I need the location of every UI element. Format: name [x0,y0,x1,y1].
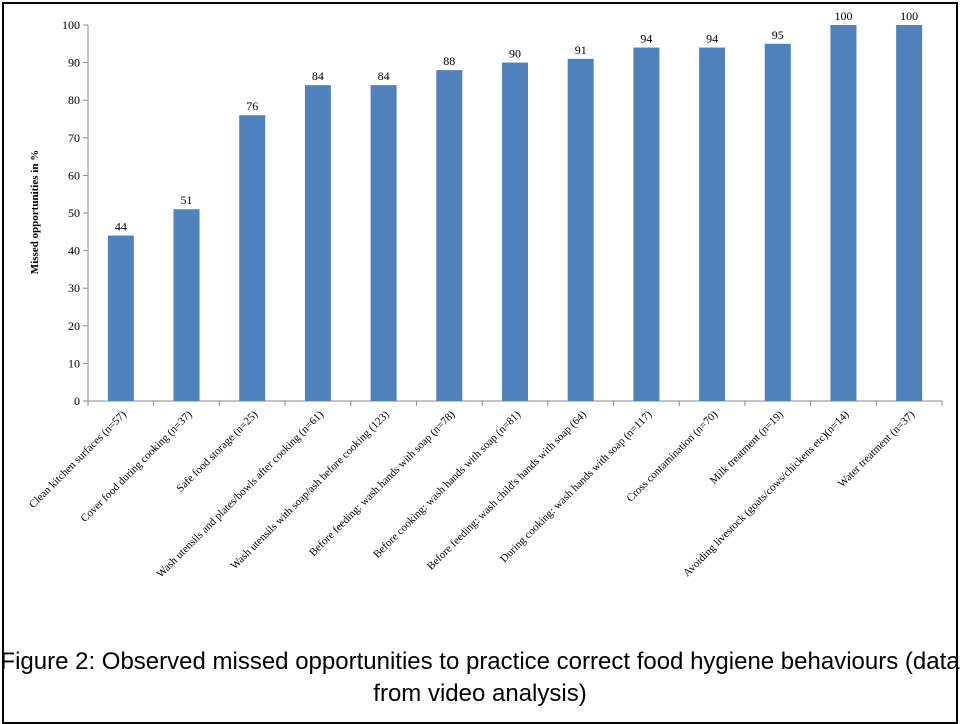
data-label: 95 [772,28,784,42]
bar [370,85,397,401]
y-axis: 0 10 20 30 40 50 60 70 80 90 100 [62,18,89,408]
data-label: 90 [509,47,521,61]
data-label: 100 [834,9,852,23]
bar [502,62,528,401]
data-labels: 44 51 76 84 84 88 90 91 94 94 95 100 100 [115,9,918,234]
data-label: 84 [378,69,390,83]
y-tick-label: 80 [68,93,80,107]
y-tick-label: 50 [68,206,80,220]
y-tick-label: 100 [62,18,80,32]
y-tick-label: 30 [68,281,80,295]
bar [304,85,331,401]
y-tick-label: 70 [68,131,80,145]
data-label: 91 [575,43,587,57]
bar [239,115,266,402]
data-label: 100 [900,9,918,23]
y-tick-label: 0 [74,394,80,408]
bars [107,25,923,402]
x-axis [87,400,943,406]
category-label: Milk treatment (n=19) [708,408,786,486]
bar [107,235,134,401]
bar-chart: 0 10 20 30 40 50 60 70 80 90 100 44 51 76 84 84 88 90 91 9… [27,9,943,580]
category-label: Water treatment (n=37) [836,408,918,490]
bar [896,25,923,401]
data-label: 84 [312,69,324,83]
y-tick-label: 10 [68,356,80,370]
bar [764,43,791,402]
data-label: 76 [246,99,258,113]
bar [633,47,660,402]
category-label: During cooking: wash hands with soap (n=… [498,408,655,565]
bar [173,209,200,401]
y-tick-label: 40 [68,244,80,258]
y-tick-label: 90 [68,56,80,70]
data-label: 44 [115,220,127,234]
data-label: 94 [640,32,652,46]
y-tick-label: 20 [68,319,80,333]
category-labels: Clean kitchen surfaces (n=57)Cover food … [27,408,918,580]
figure-caption: Figure 2: Observed missed opportunities … [0,648,960,707]
data-label: 51 [181,193,193,207]
y-tick-label: 60 [68,168,80,182]
bar [830,25,857,401]
category-label: Cover food during cooking (n=37) [79,408,195,524]
data-label: 94 [706,32,718,46]
bar [567,58,594,402]
data-label: 88 [443,54,455,68]
y-axis-title: Missed opportunities in % [29,150,41,274]
bar [436,70,463,402]
category-label: Before cooking: wash hands with soap (n=… [371,408,523,560]
category-label: Before feeding: wash hands with soap (n=… [307,408,457,558]
bar [699,47,726,402]
